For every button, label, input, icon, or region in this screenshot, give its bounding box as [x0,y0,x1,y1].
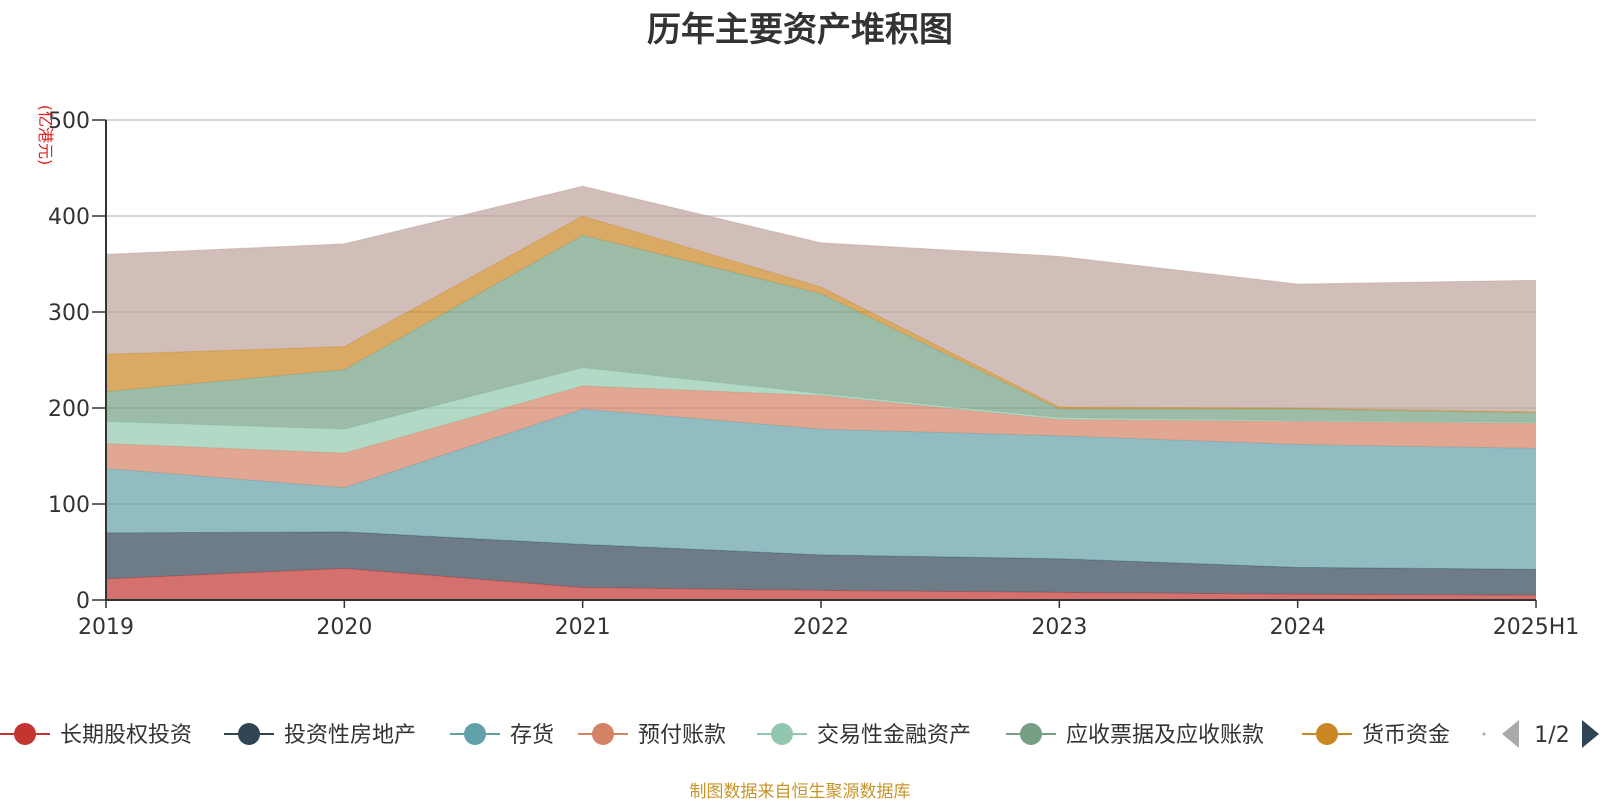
area-series[interactable] [106,385,1536,488]
legend-label: 长期股权投资 [60,723,192,748]
legend-marker [1020,723,1042,745]
legend-label: 存货 [510,723,554,748]
legend-item[interactable]: 交易性金融资产 [757,723,971,748]
y-tick-label: 0 [76,589,90,614]
area-series [105,185,1537,600]
area-series[interactable] [106,531,1536,596]
legend-next-page-icon[interactable] [1582,720,1599,748]
legend-marker [592,723,614,745]
x-tick-label: 2021 [555,615,611,640]
axes: 0 100 200 300 400 500 2019 2020 2021 2022 2023 2024… [48,109,1579,640]
x-tick-label: 2025H1 [1493,615,1580,640]
data-source-note: 制图数据来自恒生聚源数据库 [689,782,911,802]
legend-ellipsis [1482,732,1486,736]
legend-item[interactable]: 预付账款 [578,723,726,748]
area-series[interactable] [106,408,1536,570]
area-series[interactable] [106,568,1536,600]
legend-item[interactable]: 应收票据及应收账款 [1006,723,1264,748]
x-tick-label: 2024 [1270,615,1326,640]
x-tick-label: 2023 [1031,615,1087,640]
area-series[interactable] [106,367,1536,454]
x-tick-label: 2019 [78,615,134,640]
legend-marker [1316,723,1338,745]
legend-marker [238,723,260,745]
x-tick-label: 2022 [793,615,849,640]
area-series[interactable] [106,235,1536,430]
legend-label: 投资性房地产 [284,723,416,748]
legend-item[interactable]: 长期股权投资 [0,723,192,748]
y-tick-label: 200 [48,397,90,422]
legend-label: 应收票据及应收账款 [1066,723,1264,748]
legend-prev-page-icon[interactable] [1502,720,1519,748]
chart-title: 历年主要资产堆积图 [647,10,953,50]
y-tick-label: 100 [48,493,90,518]
series-top-line [105,185,1537,285]
area-series[interactable] [106,186,1536,412]
legend-marker [464,723,486,745]
y-tick-label: 500 [48,109,90,134]
y-tick-label: 400 [48,205,90,230]
legend-item[interactable]: 存货 [450,723,554,748]
legend-page-indicator: 1/2 [1534,723,1569,748]
legend-label: 货币资金 [1362,723,1450,748]
legend-item[interactable]: 货币资金 [1302,723,1450,748]
y-axis-unit-label: (亿港元) [36,105,55,166]
y-tick-label: 300 [48,301,90,326]
legend: 长期股权投资 投资性房地产 存货 预付账款 交易性金融资产 应收票据及应收账款 货币资金 1/… [0,720,1599,748]
legend-label: 交易性金融资产 [817,723,971,748]
legend-item[interactable]: 投资性房地产 [224,723,416,748]
legend-marker [14,723,36,745]
x-tick-label: 2020 [316,615,372,640]
legend-marker [771,723,793,745]
legend-label: 预付账款 [638,723,726,748]
